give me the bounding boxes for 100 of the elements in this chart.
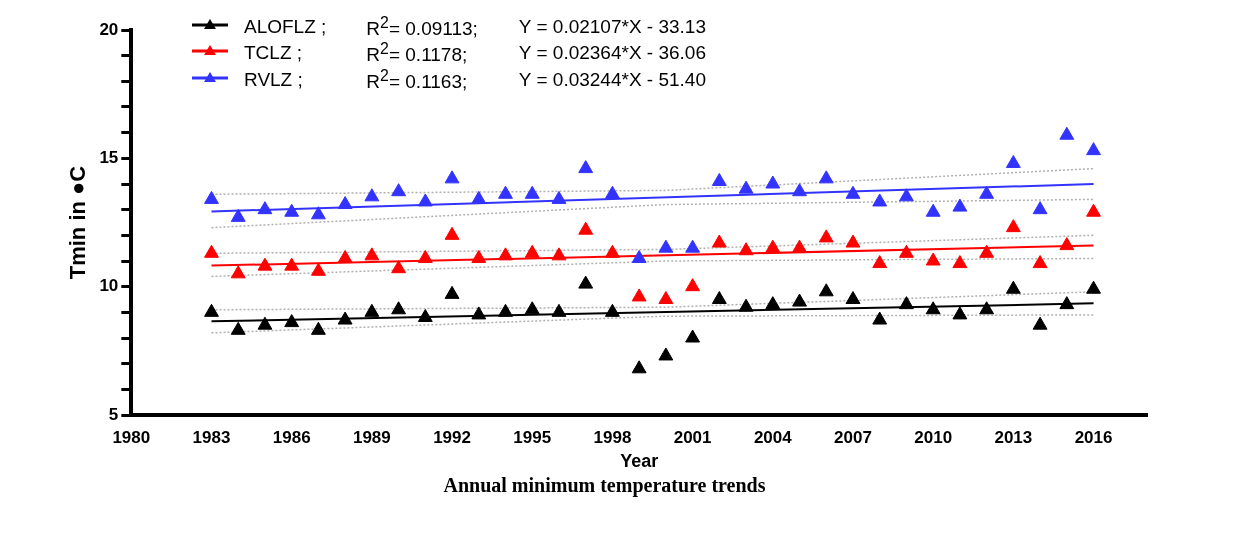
point xyxy=(204,244,219,258)
point xyxy=(792,293,807,307)
x-axis-title: Year xyxy=(620,451,659,472)
point xyxy=(605,244,620,258)
point xyxy=(738,180,754,194)
y-tick-label: 5 xyxy=(108,404,119,424)
point xyxy=(658,239,674,253)
point xyxy=(765,175,781,189)
point xyxy=(578,160,594,174)
point xyxy=(952,306,968,320)
point xyxy=(925,252,941,266)
point xyxy=(310,262,326,276)
legend-label: RVLZ ; xyxy=(244,67,304,92)
x-tick-label: 1980 xyxy=(112,427,151,447)
x-tick-label: 2004 xyxy=(753,427,793,447)
x-tick-label: 1995 xyxy=(513,427,552,447)
point xyxy=(391,183,407,197)
point xyxy=(1086,280,1101,294)
point xyxy=(204,190,219,204)
point xyxy=(685,239,701,253)
point xyxy=(738,242,754,256)
point xyxy=(658,347,674,361)
y-tick-label: 10 xyxy=(99,276,119,296)
point xyxy=(257,257,273,271)
point xyxy=(1059,126,1075,140)
point xyxy=(818,283,834,297)
point xyxy=(1005,154,1021,168)
point xyxy=(471,306,487,320)
x-tick-label: 1986 xyxy=(272,427,311,447)
point xyxy=(444,226,460,240)
y-tick-label: 15 xyxy=(99,148,119,168)
point xyxy=(605,185,620,199)
point xyxy=(230,265,246,279)
point xyxy=(952,198,968,212)
point xyxy=(1005,219,1021,233)
point xyxy=(284,203,300,217)
y-axis-title: Tmin in ●C xyxy=(65,165,91,280)
point xyxy=(498,247,513,261)
point xyxy=(257,201,273,215)
point xyxy=(498,185,513,199)
annotation: Y = 0.02364*X - 36.06 xyxy=(517,41,707,66)
point xyxy=(417,193,433,207)
point xyxy=(417,249,433,263)
point xyxy=(551,247,567,261)
point xyxy=(872,193,888,207)
point xyxy=(818,170,834,184)
point xyxy=(1005,280,1021,294)
x-tick-label: 2013 xyxy=(994,427,1033,447)
point xyxy=(444,170,460,184)
point xyxy=(631,360,647,374)
point xyxy=(204,303,219,317)
point xyxy=(471,249,487,263)
x-tick-label: 2016 xyxy=(1074,427,1113,447)
point xyxy=(792,239,807,253)
point xyxy=(1032,316,1048,330)
point xyxy=(551,190,567,204)
point xyxy=(979,301,995,315)
point xyxy=(337,311,353,325)
x-tick-label: 2010 xyxy=(914,427,953,447)
point xyxy=(284,314,300,328)
point xyxy=(685,329,701,343)
annotation: Y = 0.03244*X - 51.40 xyxy=(517,67,707,92)
point xyxy=(310,321,326,335)
point xyxy=(391,260,407,274)
point xyxy=(337,249,353,263)
point xyxy=(845,185,861,199)
point xyxy=(1059,296,1075,310)
annotation: R$^{2}$= 0.09113; xyxy=(366,14,479,41)
point xyxy=(578,275,594,289)
point xyxy=(899,244,914,258)
point xyxy=(899,188,914,202)
x-tick-label: 2001 xyxy=(673,427,712,447)
point xyxy=(417,308,433,322)
point xyxy=(711,172,727,186)
point xyxy=(631,249,647,263)
point xyxy=(337,196,353,210)
point xyxy=(284,257,300,271)
legend-label: TCLZ ; xyxy=(244,41,304,66)
point xyxy=(230,208,246,222)
point xyxy=(845,291,861,304)
point xyxy=(1032,255,1048,269)
point xyxy=(230,321,246,335)
point xyxy=(925,301,941,315)
point xyxy=(1059,237,1075,251)
point xyxy=(872,311,888,325)
point xyxy=(792,183,807,197)
point xyxy=(738,298,754,312)
point xyxy=(711,291,727,304)
point xyxy=(524,244,540,258)
y-tick-label: 20 xyxy=(99,19,119,39)
point xyxy=(765,296,781,310)
point xyxy=(364,247,380,261)
point xyxy=(872,255,888,269)
point xyxy=(364,303,380,317)
point xyxy=(444,285,460,299)
annotation: R$^{2}$= 0.1163; xyxy=(366,66,469,93)
x-tick-label: 1998 xyxy=(593,427,632,447)
text: Annual minimum temperature trends xyxy=(443,474,766,498)
point xyxy=(578,221,594,235)
point xyxy=(818,229,834,243)
